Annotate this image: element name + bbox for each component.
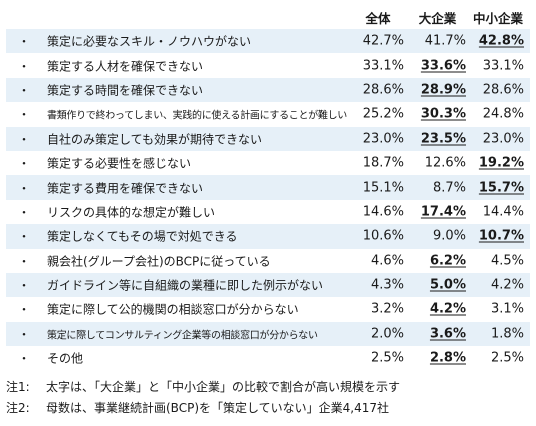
header-sme: 中小企業 [472, 11, 523, 26]
row-label: 策定に際して公的機関の相談窓口が分からない [47, 302, 299, 317]
row-bullet: ・ [18, 254, 31, 269]
value-sme: 2.5% [490, 350, 524, 366]
row-bullet: ・ [18, 302, 31, 317]
value-large: 17.4% [420, 204, 466, 220]
row-bullet: ・ [18, 278, 31, 293]
value-all: 14.6% [362, 204, 404, 220]
value-sme: 19.2% [478, 155, 524, 171]
row-label: 策定しなくてもその場で対処できる [47, 229, 238, 244]
value-all: 4.6% [370, 253, 404, 269]
value-all: 2.5% [370, 350, 404, 366]
value-all: 28.6% [362, 82, 404, 98]
value-all: 18.7% [362, 155, 404, 171]
row-label: 策定に際してコンサルティング企業等の相談窓口が分からない [47, 330, 318, 342]
value-sme: 1.8% [490, 326, 524, 342]
note-text: 母数は、事業継続計画(BCP)を「策定していない」企業4,417社 [46, 401, 389, 415]
value-sme: 33.1% [482, 58, 524, 74]
note-2: 注2: 母数は、事業継続計画(BCP)を「策定していない」企業4,417社 [6, 398, 530, 419]
value-all: 42.7% [362, 33, 404, 49]
value-large: 12.6% [424, 155, 466, 171]
value-all: 23.0% [362, 131, 404, 147]
table-row: ・ 策定する時間を確保できない 28.6% 28.9% 28.6% [6, 77, 530, 103]
value-all: 10.6% [362, 228, 404, 244]
row-label: 策定する時間を確保できない [47, 83, 204, 98]
reasons-table: ・策定に必要なスキル・ノウハウがない 42.7% 41.7% 42.8% ・策定する人材… [6, 29, 530, 370]
table-row: ・ 策定に必要なスキル・ノウハウがない 42.7% 41.7% 42.8% [6, 29, 530, 54]
row-bullet: ・ [18, 132, 31, 147]
row-bullet: ・ [18, 83, 31, 98]
row-label: 策定する人材を確保できない [47, 59, 204, 74]
value-all: 4.3% [370, 277, 404, 293]
row-label: 親会社(グループ会社)のBCPに従っている [47, 254, 271, 269]
table-row: ・ ガイドライン等に自組織の業種に即した例示がない 4.3% 5.0% 4.2% [6, 272, 530, 298]
value-all: 2.0% [370, 326, 404, 342]
value-large: 4.2% [429, 301, 466, 317]
value-sme: 28.6% [482, 82, 524, 98]
table-row: ・ 策定しなくてもその場で対処できる 10.6% 9.0% 10.7% [6, 224, 530, 249]
value-sme: 4.5% [490, 253, 524, 269]
row-bullet: ・ [18, 327, 31, 342]
row-bullet: ・ [18, 229, 31, 244]
table-row: ・ 書類作りで終わってしまい、実践的に使える計画にすることが難しい 25.2% 30.… [6, 102, 530, 126]
value-sme: 4.2% [490, 277, 524, 293]
value-large: 30.3% [420, 106, 466, 122]
row-label: 策定する必要性を感じない [47, 156, 192, 171]
value-large: 2.8% [429, 350, 466, 366]
value-sme: 15.7% [478, 180, 524, 196]
value-large: 33.6% [420, 58, 466, 74]
table-row: ・ 親会社(グループ会社)のBCPに従っている 4.6% 6.2% 4.5% [6, 249, 530, 273]
value-all: 15.1% [362, 180, 404, 196]
note-number: 注2: [6, 401, 30, 415]
header-all: 全体 [365, 11, 391, 26]
row-label: ガイドライン等に自組織の業種に即した例示がない [47, 278, 324, 293]
table-header: 全体 大企業 中小企業 [0, 8, 536, 30]
row-bullet: ・ [18, 59, 31, 74]
value-large: 8.7% [432, 180, 466, 196]
value-large: 23.5% [420, 131, 466, 147]
value-large: 9.0% [432, 228, 466, 244]
value-all: 3.2% [370, 301, 404, 317]
value-sme: 24.8% [482, 106, 524, 122]
note-number: 注1: [6, 380, 30, 394]
row-bullet: ・ [18, 205, 31, 220]
value-all: 25.2% [362, 106, 404, 122]
value-sme: 23.0% [482, 131, 524, 147]
row-label: その他 [47, 351, 84, 366]
header-large: 大企業 [418, 11, 457, 26]
note-1: 注1: 太字は、「大企業」と「中小企業」の比較で割合が高い規模を示す [6, 377, 530, 398]
table-row: ・ 策定する費用を確保できない 15.1% 8.7% 15.7% [6, 175, 530, 200]
value-large: 5.0% [429, 277, 466, 293]
row-label: 策定に必要なスキル・ノウハウがない [47, 34, 252, 49]
value-large: 41.7% [424, 33, 466, 49]
table-row: ・ 自社のみ策定しても効果が期待できない 23.0% 23.5% 23.0% [6, 126, 530, 151]
row-label: リスクの具体的な想定が難しい [47, 205, 216, 220]
row-label: 自社のみ策定しても効果が期待できない [47, 132, 263, 147]
row-bullet: ・ [18, 156, 31, 171]
table-row: ・ 策定に際して公的機関の相談窓口が分からない 3.2% 4.2% 3.1% [6, 297, 530, 321]
row-bullet: ・ [18, 351, 31, 366]
row-bullet: ・ [18, 107, 31, 122]
table-row: ・ 策定する必要性を感じない 18.7% 12.6% 19.2% [6, 151, 530, 175]
value-large: 28.9% [420, 82, 466, 98]
row-label: 策定する費用を確保できない [47, 181, 204, 196]
row-bullet: ・ [18, 34, 31, 49]
table-row: ・ 策定する人材を確保できない 33.1% 33.6% 33.1% [6, 53, 530, 77]
table-row: ・ 策定に際してコンサルティング企業等の相談窓口が分からない 2.0% 3.6% 1.8… [6, 321, 530, 347]
value-sme: 42.8% [478, 33, 524, 49]
row-label: 書類作りで終わってしまい、実践的に使える計画にすることが難しい [47, 110, 347, 122]
table-row: ・ その他 2.5% 2.8% 2.5% [6, 346, 530, 370]
value-large: 3.6% [429, 326, 466, 342]
note-text: 太字は、「大企業」と「中小企業」の比較で割合が高い規模を示す [46, 380, 401, 394]
value-sme: 3.1% [490, 301, 524, 317]
notes: 注1: 太字は、「大企業」と「中小企業」の比較で割合が高い規模を示す 注2: 母数は… [6, 377, 530, 419]
value-large: 6.2% [429, 253, 466, 269]
row-bullet: ・ [18, 181, 31, 196]
value-sme: 10.7% [478, 228, 524, 244]
value-sme: 14.4% [482, 204, 524, 220]
table-row: ・ リスクの具体的な想定が難しい 14.6% 17.4% 14.4% [6, 200, 530, 224]
value-all: 33.1% [362, 58, 404, 74]
